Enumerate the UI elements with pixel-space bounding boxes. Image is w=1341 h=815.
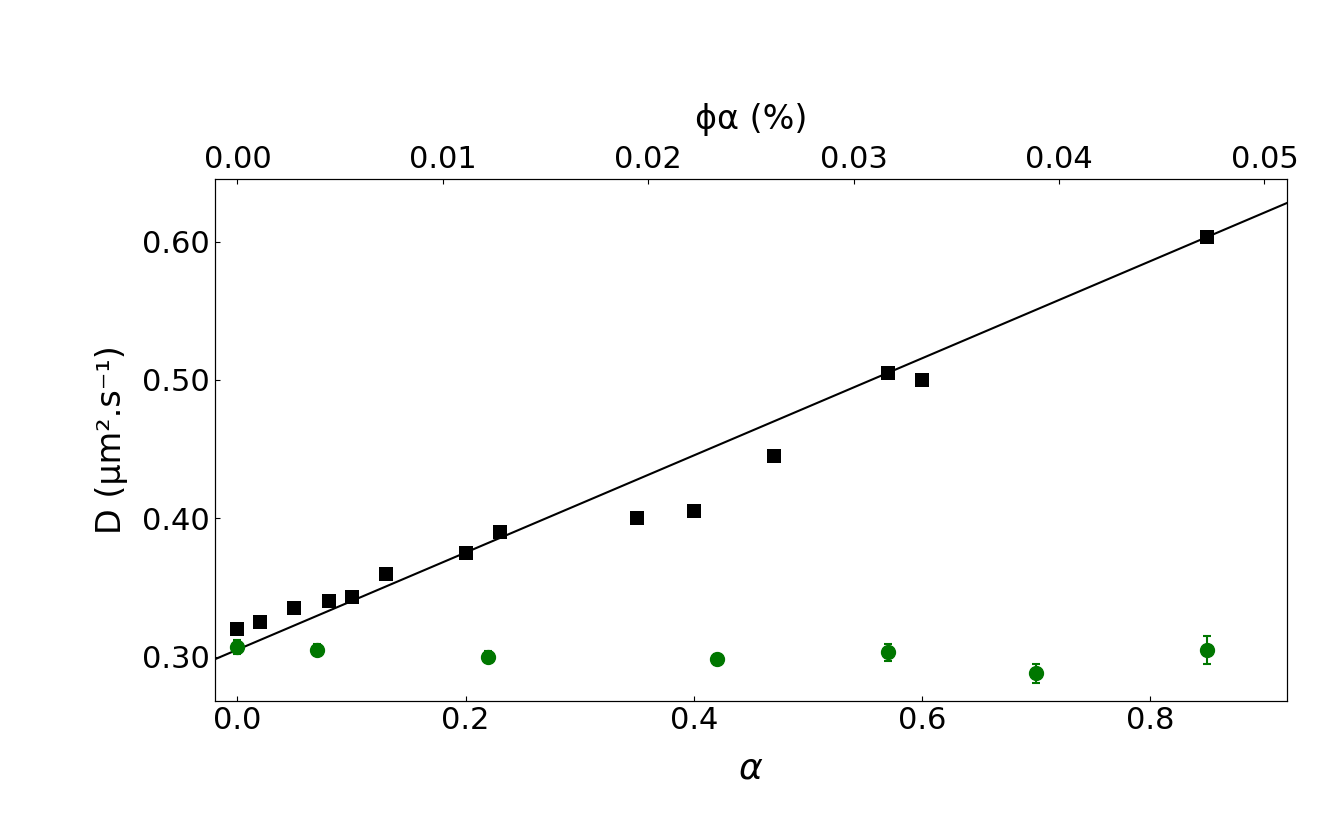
X-axis label: ϕα (%): ϕα (%) [695, 103, 807, 136]
X-axis label: α: α [739, 751, 763, 786]
Y-axis label: D (μm².s⁻¹): D (μm².s⁻¹) [95, 346, 127, 535]
